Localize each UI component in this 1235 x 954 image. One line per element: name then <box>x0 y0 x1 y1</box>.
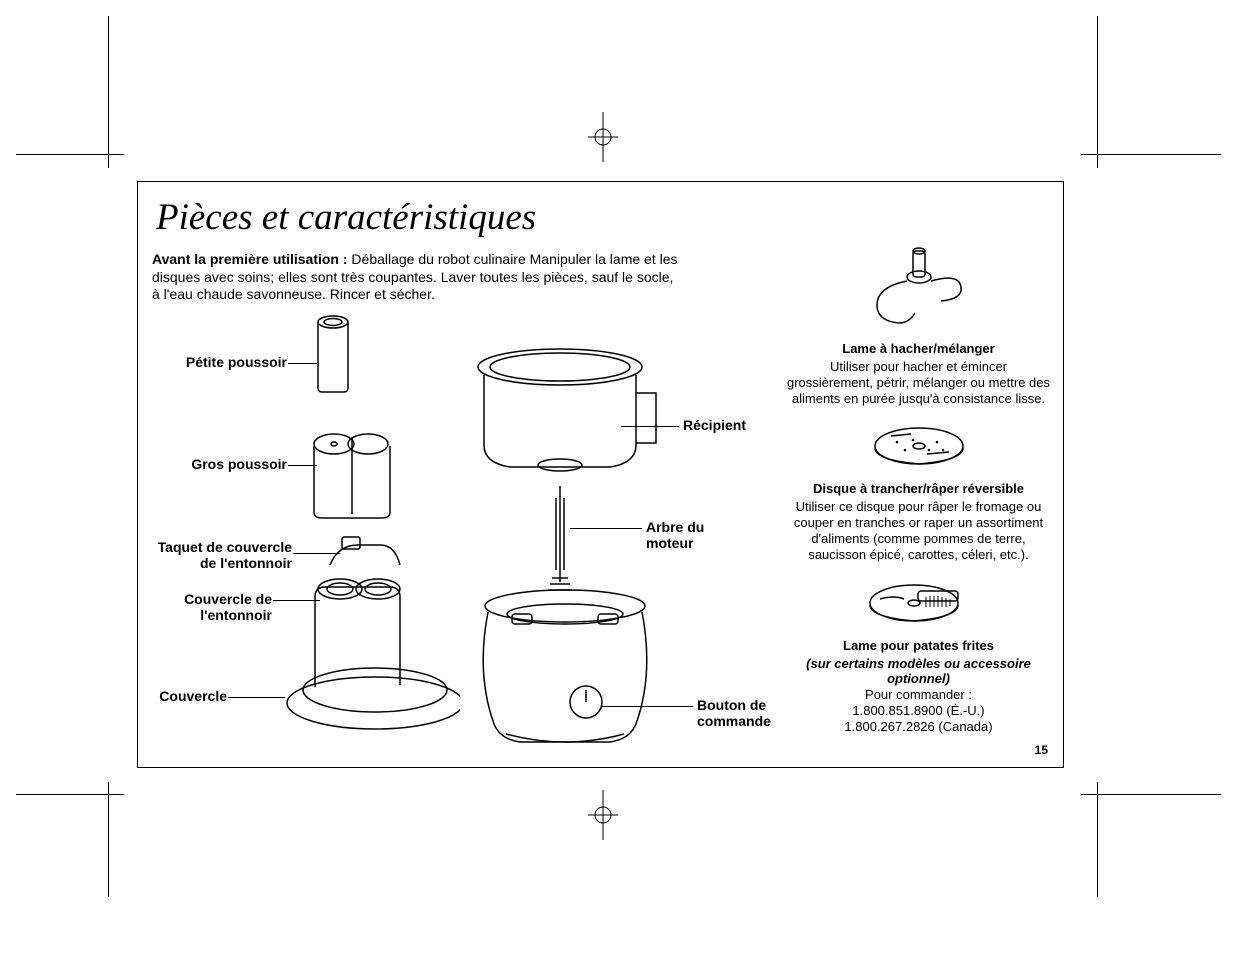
crop-mark <box>16 154 124 155</box>
fries-disc-icon <box>864 577 974 632</box>
crop-mark <box>1097 16 1098 168</box>
phone-canada: 1.800.267.2826 (Canada) <box>844 719 992 734</box>
blade-icon <box>869 243 969 335</box>
intro-lead: Avant la première utilisation : <box>152 251 348 267</box>
fries-subtitle: (sur certains modèles ou accessoire opti… <box>806 656 1031 687</box>
registration-mark-icon <box>588 112 618 162</box>
blade-title: Lame à hacher/mélanger <box>787 341 1050 357</box>
registration-mark-icon <box>588 790 618 840</box>
crop-mark <box>1081 154 1221 155</box>
blade-body: Utiliser pour hacher et émincer grossièr… <box>787 359 1050 406</box>
diagram-base <box>470 584 670 749</box>
fries-title: Lame pour patates frites <box>787 638 1050 654</box>
label-petite-poussoir: Pétite poussoir <box>152 354 287 370</box>
label-bouton: Bouton de commande <box>697 697 777 729</box>
leader-line <box>570 528 642 529</box>
diagram-recipient <box>470 345 670 480</box>
crop-mark <box>1081 794 1221 795</box>
order-label: Pour commander : <box>865 687 972 702</box>
crop-mark <box>108 782 109 897</box>
diagram-petite-poussoir <box>310 310 365 395</box>
crop-mark <box>1097 782 1098 897</box>
phone-us: 1.800.851.8900 (É.-U.) <box>852 703 984 718</box>
diagram-couvercle <box>270 535 460 750</box>
diagram-gros-poussoir <box>296 418 406 528</box>
label-gros-poussoir: Gros poussoir <box>152 456 287 472</box>
label-couvercle-entonnoir: Couvercle de l'entonnoir <box>152 591 272 623</box>
disc-icon <box>869 420 969 475</box>
disc-body: Utiliser ce disque pour râper le fromage… <box>794 499 1043 562</box>
disc-title: Disque à trancher/râper réversible <box>787 481 1050 497</box>
page-number: 15 <box>1035 743 1048 757</box>
diagram-arbre <box>548 484 572 594</box>
page-title: Pièces et caractéristiques <box>156 196 536 239</box>
accessories-column: Lame à hacher/mélanger Utiliser pour hac… <box>787 243 1050 735</box>
label-recipient: Récipient <box>683 417 746 433</box>
crop-mark <box>108 16 109 168</box>
intro-paragraph: Avant la première utilisation : Déballag… <box>152 251 682 304</box>
label-arbre: Arbre du moteur <box>646 519 716 551</box>
label-couvercle: Couvercle <box>152 688 227 704</box>
crop-mark <box>16 794 124 795</box>
